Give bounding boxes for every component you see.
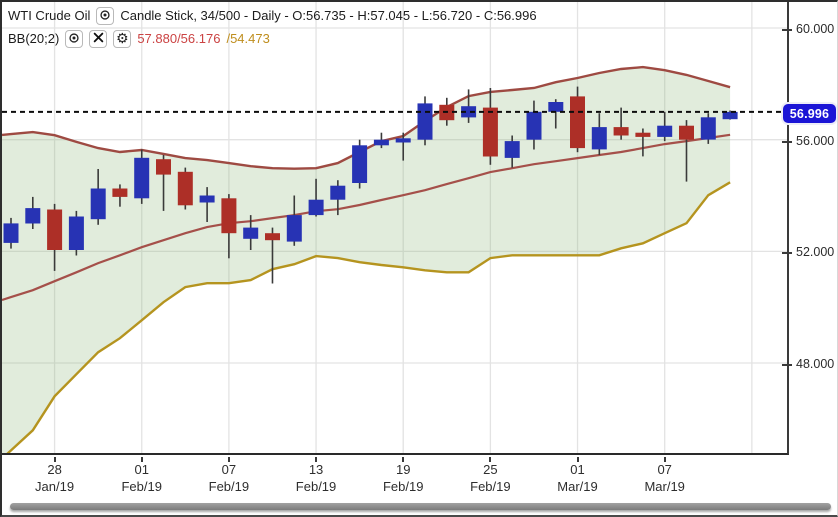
date-month: Feb/19 bbox=[295, 479, 337, 494]
price-axis-tick bbox=[782, 364, 792, 367]
date-axis-label: 13 Feb/19 bbox=[271, 461, 361, 495]
bb-middle-line bbox=[2, 133, 731, 302]
candle bbox=[657, 111, 673, 142]
price-axis-label: 48.000 bbox=[796, 357, 835, 372]
date-axis-tick bbox=[140, 457, 143, 462]
candle bbox=[548, 99, 564, 129]
indicator-settings-button[interactable]: ⚙ bbox=[113, 29, 132, 48]
price-axis-tick bbox=[782, 252, 792, 255]
symbol-visibility-button[interactable] bbox=[96, 6, 115, 25]
eye-icon bbox=[68, 32, 80, 46]
candle bbox=[373, 132, 389, 149]
date-axis-label: 07 Mar/19 bbox=[620, 461, 710, 495]
candle bbox=[679, 120, 694, 182]
candle bbox=[722, 110, 738, 120]
candle bbox=[526, 100, 542, 150]
candle bbox=[482, 88, 498, 165]
date-day: 01 bbox=[134, 462, 149, 477]
candle bbox=[461, 89, 477, 123]
date-day: 25 bbox=[483, 462, 498, 477]
candle bbox=[504, 135, 520, 168]
price-axis-label: 60.000 bbox=[796, 22, 835, 36]
candle bbox=[156, 155, 171, 211]
bb-fill bbox=[2, 67, 731, 453]
candle bbox=[417, 96, 433, 146]
candle bbox=[90, 169, 106, 225]
date-axis-tick bbox=[663, 457, 666, 462]
candle bbox=[352, 139, 368, 189]
date-day: 19 bbox=[395, 462, 411, 477]
chart-plot-area[interactable] bbox=[2, 2, 789, 455]
price-axis-label: 56.000 bbox=[796, 133, 835, 148]
eye-icon bbox=[99, 9, 111, 23]
indicator-remove-button[interactable] bbox=[89, 29, 108, 48]
date-axis-label: 19 Feb/19 bbox=[358, 461, 448, 495]
price-axis[interactable]: 60.000 56.000 52.000 48.000 bbox=[782, 2, 837, 457]
candle bbox=[68, 210, 84, 256]
date-axis-tick bbox=[315, 457, 318, 462]
candle bbox=[395, 132, 411, 161]
candle bbox=[700, 113, 716, 144]
date-axis-label: 28 Jan/19 bbox=[10, 461, 100, 495]
close-icon bbox=[93, 32, 104, 45]
candle bbox=[613, 107, 629, 140]
candle bbox=[330, 180, 346, 216]
date-axis-tick bbox=[576, 457, 579, 462]
candle bbox=[286, 195, 302, 246]
date-month: Feb/19 bbox=[470, 479, 511, 494]
date-axis-tick bbox=[402, 457, 405, 462]
candle bbox=[591, 113, 607, 155]
last-price-badge: 56.996 bbox=[781, 102, 837, 126]
price-axis-tick bbox=[782, 29, 792, 31]
date-axis-tick bbox=[227, 457, 230, 462]
candle bbox=[3, 217, 19, 249]
candle bbox=[134, 149, 150, 204]
date-axis-label: 07 Feb/19 bbox=[184, 461, 274, 495]
candle bbox=[635, 128, 651, 157]
date-month: Mar/19 bbox=[644, 479, 685, 494]
date-month: Feb/19 bbox=[382, 479, 424, 494]
candle bbox=[25, 196, 41, 229]
date-day: 07 bbox=[657, 462, 672, 477]
date-axis[interactable]: 28 Jan/19 01 Feb/19 07 Feb/19 13 Feb/19 19 Feb/19… bbox=[2, 455, 789, 503]
candle bbox=[265, 227, 280, 284]
candle bbox=[177, 167, 193, 210]
date-axis-tick bbox=[489, 457, 492, 462]
date-month: Jan/19 bbox=[35, 479, 75, 494]
date-axis-label: 01 Mar/19 bbox=[533, 461, 623, 495]
candle bbox=[570, 86, 585, 153]
date-month: Feb/19 bbox=[208, 479, 250, 494]
candle bbox=[199, 187, 215, 222]
date-month: Mar/19 bbox=[557, 479, 598, 494]
candle bbox=[243, 215, 259, 250]
candle bbox=[308, 178, 324, 217]
horizontal-scrollbar[interactable] bbox=[10, 503, 831, 510]
candle bbox=[47, 203, 63, 271]
price-axis-label: 52.000 bbox=[796, 245, 835, 260]
bb-lower-line bbox=[6, 181, 731, 453]
price-axis-tick bbox=[782, 140, 792, 143]
date-day: 13 bbox=[308, 462, 324, 477]
candlestick-chart[interactable] bbox=[2, 2, 787, 453]
candle bbox=[112, 184, 128, 207]
date-day: 07 bbox=[221, 462, 237, 477]
gear-icon: ⚙ bbox=[116, 30, 129, 47]
date-axis-label: 01 Feb/19 bbox=[97, 461, 187, 495]
candle bbox=[221, 194, 237, 259]
date-day: 01 bbox=[570, 462, 585, 477]
date-month: Feb/19 bbox=[121, 479, 162, 494]
indicator-visibility-button[interactable] bbox=[65, 29, 84, 48]
date-day: 28 bbox=[47, 462, 62, 477]
date-axis-label: 25 Feb/19 bbox=[445, 461, 535, 495]
date-axis-tick bbox=[53, 457, 56, 462]
